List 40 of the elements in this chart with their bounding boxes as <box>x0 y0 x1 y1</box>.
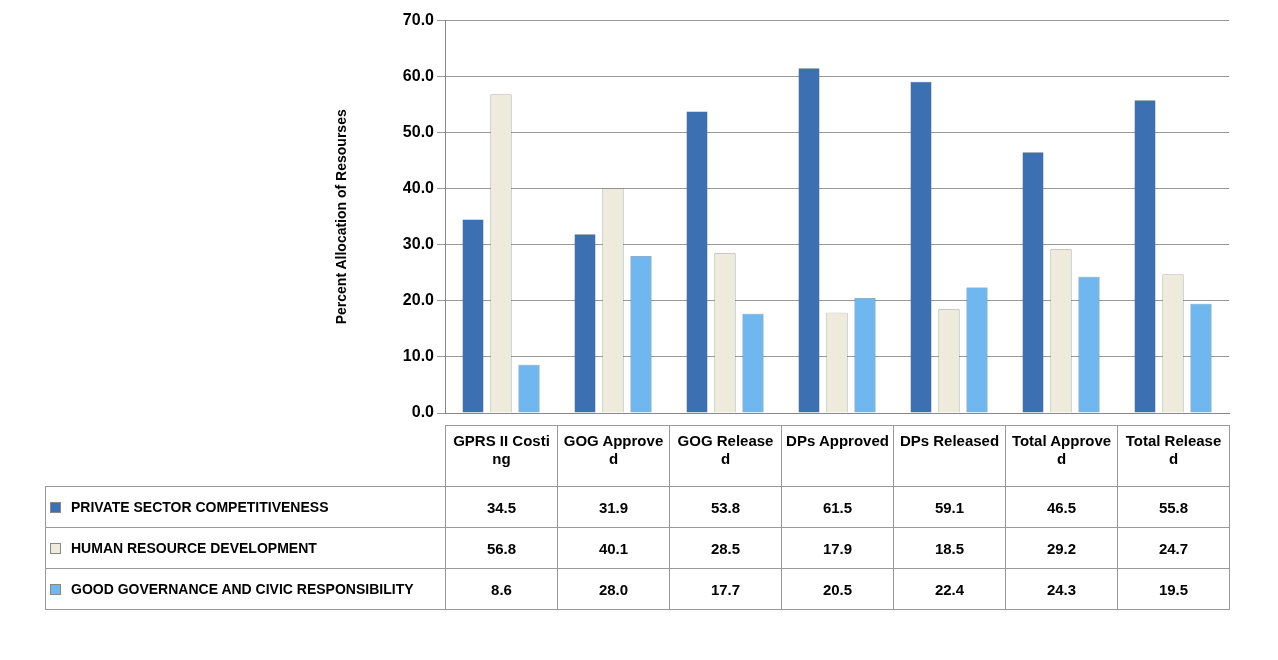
y-tick-label: 20.0 <box>402 291 435 309</box>
data-label: 61.5 <box>781 486 894 528</box>
x-tick-label: DPs Approved <box>781 425 894 487</box>
data-label: 34.5 <box>445 486 558 528</box>
x-tick-label: Total Released <box>1117 425 1230 487</box>
x-tick-label: Total Approved <box>1005 425 1118 487</box>
y-tick-label: 0.0 <box>411 403 435 421</box>
data-label: 28.5 <box>669 527 782 569</box>
legend-label: PRIVATE SECTOR COMPETITIVENESS <box>45 486 446 528</box>
data-label: 24.7 <box>1117 527 1230 569</box>
data-label: 31.9 <box>557 486 670 528</box>
data-label: 56.8 <box>445 527 558 569</box>
data-label: 53.8 <box>669 486 782 528</box>
y-tick-label: 40.0 <box>402 179 435 197</box>
data-label: 28.0 <box>557 568 670 610</box>
data-label: 17.9 <box>781 527 894 569</box>
data-label: 18.5 <box>893 527 1006 569</box>
y-tick-label: 30.0 <box>402 235 435 253</box>
data-label: 19.5 <box>1117 568 1230 610</box>
x-tick-label: DPs Released <box>893 425 1006 487</box>
x-tick-label: GOG Approved <box>557 425 670 487</box>
legend-label: HUMAN RESOURCE DEVELOPMENT <box>45 527 446 569</box>
y-tick-label: 10.0 <box>402 347 435 365</box>
data-label: 8.6 <box>445 568 558 610</box>
data-label: 40.1 <box>557 527 670 569</box>
data-label: 29.2 <box>1005 527 1118 569</box>
data-label: 22.4 <box>893 568 1006 610</box>
data-label: 55.8 <box>1117 486 1230 528</box>
data-label: 59.1 <box>893 486 1006 528</box>
data-label: 24.3 <box>1005 568 1118 610</box>
y-axis-title: Percent Allocation of Resourses <box>333 109 350 325</box>
y-tick-label: 70.0 <box>402 11 435 29</box>
data-label: 20.5 <box>781 568 894 610</box>
legend-label: GOOD GOVERNANCE AND CIVIC RESPONSIBILITY <box>45 568 446 610</box>
y-tick-label: 50.0 <box>402 123 435 141</box>
data-label: 17.7 <box>669 568 782 610</box>
x-tick-label: GPRS II Costing <box>445 425 558 487</box>
y-tick-label: 60.0 <box>402 67 435 85</box>
data-label: 46.5 <box>1005 486 1118 528</box>
x-tick-label: GOG Released <box>669 425 782 487</box>
